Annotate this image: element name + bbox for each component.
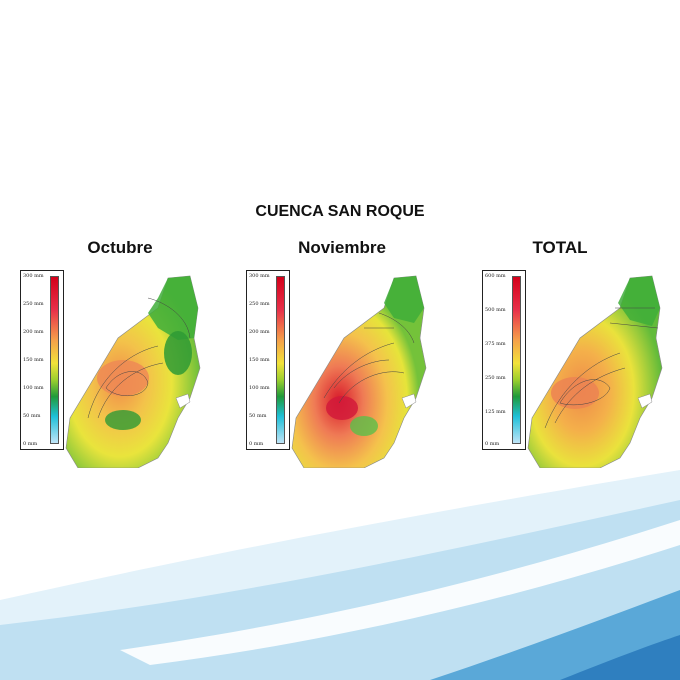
rainfall-map-total bbox=[527, 275, 663, 468]
panel-title-total: TOTAL bbox=[532, 238, 588, 257]
legend-tick: 50 mm bbox=[23, 413, 41, 419]
panel-title-noviembre: Noviembre bbox=[298, 238, 386, 257]
legend-total: 600 mm 500 mm 375 mm 250 mm 125 mm 0 mm bbox=[482, 270, 526, 450]
legend-tick: 100 mm bbox=[23, 385, 44, 391]
legend-colorbar bbox=[512, 276, 521, 444]
legend-tick: 600 mm bbox=[485, 273, 506, 279]
green-south bbox=[350, 416, 378, 436]
green-south bbox=[105, 410, 141, 430]
legend-tick: 0 mm bbox=[249, 441, 264, 447]
legend-tick: 0 mm bbox=[485, 441, 500, 447]
legend-tick: 50 mm bbox=[249, 413, 267, 419]
wave-mid bbox=[0, 500, 680, 680]
legend-tick: 100 mm bbox=[249, 385, 270, 391]
legend-tick: 150 mm bbox=[249, 357, 270, 363]
map-panel-total: 600 mm 500 mm 375 mm 250 mm 125 mm 0 mm bbox=[480, 268, 668, 468]
legend-tick: 150 mm bbox=[23, 357, 44, 363]
rainfall-map-octubre bbox=[65, 275, 201, 468]
wave-dark bbox=[430, 590, 680, 680]
legend-tick: 375 mm bbox=[485, 341, 506, 347]
rainfall-map-noviembre bbox=[291, 275, 427, 468]
legend-octubre: 300 mm 250 mm 200 mm 150 mm 100 mm 50 mm… bbox=[20, 270, 64, 450]
legend-colorbar bbox=[50, 276, 59, 444]
legend-tick: 300 mm bbox=[249, 273, 270, 279]
basin-shape bbox=[527, 275, 663, 468]
wave-deep bbox=[560, 635, 680, 680]
contour-lines bbox=[87, 297, 191, 419]
legend-tick: 250 mm bbox=[249, 301, 270, 307]
orange-core bbox=[97, 360, 149, 396]
lake bbox=[175, 393, 191, 409]
legend-tick: 250 mm bbox=[23, 301, 44, 307]
legend-colorbar bbox=[276, 276, 285, 444]
green-north bbox=[384, 276, 424, 323]
legend-tick: 250 mm bbox=[485, 375, 506, 381]
legend-noviembre: 300 mm 250 mm 200 mm 150 mm 100 mm 50 mm… bbox=[246, 270, 290, 450]
red-core bbox=[326, 396, 358, 420]
panel-title-octubre: Octubre bbox=[87, 238, 153, 257]
lake bbox=[637, 393, 653, 409]
legend-tick: 200 mm bbox=[23, 329, 44, 335]
page-title: CUENCA SAN ROQUE bbox=[255, 203, 425, 220]
legend-tick: 500 mm bbox=[485, 307, 506, 313]
lake bbox=[401, 393, 417, 409]
map-panel-noviembre: 300 mm 250 mm 200 mm 150 mm 100 mm 50 mm… bbox=[244, 268, 432, 468]
contour-lines bbox=[323, 312, 415, 404]
legend-tick: 125 mm bbox=[485, 409, 506, 415]
legend-tick: 200 mm bbox=[249, 329, 270, 335]
legend-tick: 300 mm bbox=[23, 273, 44, 279]
map-panel-octubre: 300 mm 250 mm 200 mm 150 mm 100 mm 50 mm… bbox=[18, 268, 206, 468]
wave-white-band bbox=[120, 520, 680, 665]
basin-shape bbox=[291, 275, 427, 468]
legend-tick: 0 mm bbox=[23, 441, 38, 447]
green-east bbox=[164, 331, 192, 375]
green-north bbox=[618, 276, 660, 326]
